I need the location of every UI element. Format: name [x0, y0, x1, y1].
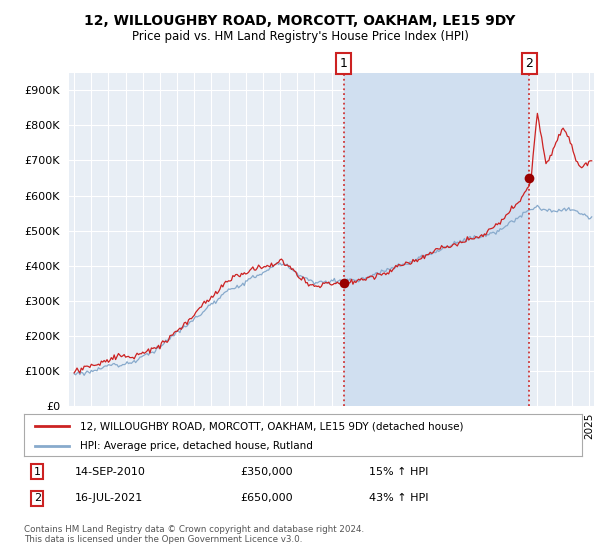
Text: 2: 2 [526, 57, 533, 70]
Text: HPI: Average price, detached house, Rutland: HPI: Average price, detached house, Rutl… [80, 441, 313, 451]
Text: 1: 1 [34, 466, 41, 477]
Text: 16-JUL-2021: 16-JUL-2021 [75, 493, 143, 503]
Text: 12, WILLOUGHBY ROAD, MORCOTT, OAKHAM, LE15 9DY (detached house): 12, WILLOUGHBY ROAD, MORCOTT, OAKHAM, LE… [80, 421, 463, 431]
Text: Price paid vs. HM Land Registry's House Price Index (HPI): Price paid vs. HM Land Registry's House … [131, 30, 469, 43]
Text: 12, WILLOUGHBY ROAD, MORCOTT, OAKHAM, LE15 9DY: 12, WILLOUGHBY ROAD, MORCOTT, OAKHAM, LE… [85, 14, 515, 28]
Text: 2: 2 [34, 493, 41, 503]
Text: 14-SEP-2010: 14-SEP-2010 [75, 466, 146, 477]
Bar [344, 73, 529, 406]
Text: £650,000: £650,000 [240, 493, 293, 503]
Text: Contains HM Land Registry data © Crown copyright and database right 2024.
This d: Contains HM Land Registry data © Crown c… [24, 525, 364, 544]
Text: 43% ↑ HPI: 43% ↑ HPI [369, 493, 428, 503]
Text: 15% ↑ HPI: 15% ↑ HPI [369, 466, 428, 477]
Text: 1: 1 [340, 57, 347, 70]
Text: £350,000: £350,000 [240, 466, 293, 477]
